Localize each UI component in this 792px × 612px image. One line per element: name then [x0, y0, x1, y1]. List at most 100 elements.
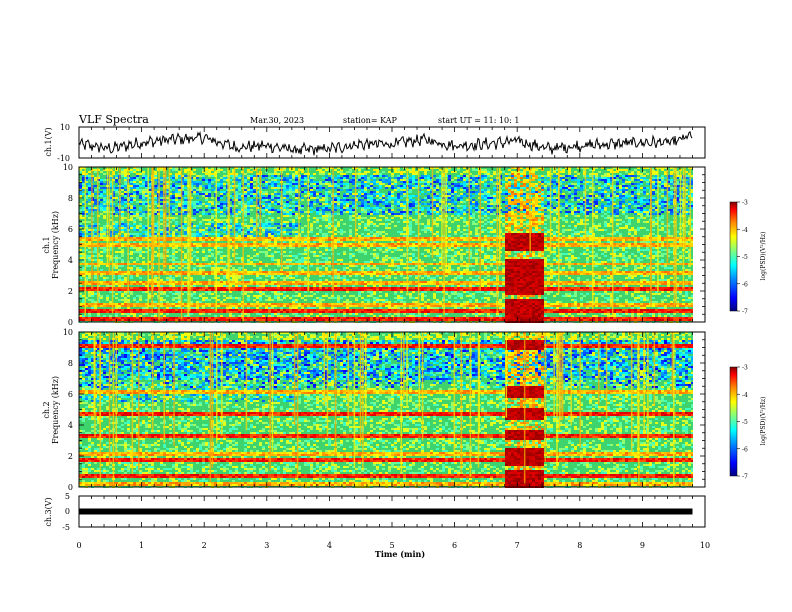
- spectrogram-cell: [451, 239, 454, 241]
- spectrogram-cell: [670, 183, 673, 185]
- spectrogram-cell: [436, 181, 439, 183]
- spectrogram-cell: [457, 183, 460, 185]
- spectrogram-cell: [382, 193, 385, 195]
- spectrogram-cell: [409, 237, 412, 239]
- spectrogram-cell: [535, 203, 538, 205]
- spectrogram-cell: [79, 171, 82, 173]
- spectrogram-cell: [289, 175, 292, 177]
- spectrogram-cell: [424, 177, 427, 179]
- spectrogram-cell: [430, 203, 433, 205]
- spectrogram-cell: [472, 199, 475, 201]
- spectrogram-cell: [532, 185, 535, 187]
- spectrogram-cell: [325, 181, 328, 183]
- spectrogram-cell: [388, 213, 391, 215]
- spectrogram-cell: [415, 181, 418, 183]
- spectrogram-cell: [430, 179, 433, 181]
- spectrogram-cell: [196, 227, 199, 229]
- spectrogram-cell: [412, 201, 415, 203]
- spectrogram-cell: [313, 173, 316, 175]
- spectrogram-cell: [343, 177, 346, 179]
- spectrogram-cell: [607, 187, 610, 189]
- spectrogram-cell: [217, 203, 220, 205]
- spectrogram-cell: [88, 171, 91, 173]
- spectrogram-cell: [574, 171, 577, 173]
- spectrogram-cell: [532, 169, 535, 171]
- spectrogram-cell: [484, 223, 487, 225]
- spectrogram-cell: [88, 191, 91, 193]
- spectrogram-cell: [637, 171, 640, 173]
- spectrogram-cell: [577, 179, 580, 181]
- spectrogram-cell: [415, 185, 418, 187]
- spectrogram-cell: [268, 207, 271, 209]
- spectrogram-cell: [646, 237, 649, 239]
- spectrogram-cell: [451, 221, 454, 223]
- spectrogram-cell: [196, 189, 199, 191]
- spectrogram-cell: [514, 175, 517, 177]
- spectrogram-cell: [466, 183, 469, 185]
- spectrogram-cell: [154, 209, 157, 211]
- spectrogram-cell: [376, 199, 379, 201]
- spectrogram-cell: [211, 189, 214, 191]
- spectrogram-cell: [322, 213, 325, 215]
- spectrogram-cell: [376, 173, 379, 175]
- spectrogram-cell: [688, 183, 691, 185]
- spectrogram-cell: [655, 209, 658, 211]
- spectrogram-cell: [169, 173, 172, 175]
- spectrogram-cell: [514, 193, 517, 195]
- spectrogram-cell: [535, 225, 538, 227]
- spectrogram-cell: [520, 197, 523, 199]
- spectrogram-cell: [85, 231, 88, 233]
- spectrogram-cell: [430, 209, 433, 211]
- spectrogram-cell: [328, 191, 331, 193]
- spectrogram-cell: [454, 213, 457, 215]
- spectrogram-cell: [460, 231, 463, 233]
- spectrogram-cell: [559, 177, 562, 179]
- spectrogram-cell: [376, 213, 379, 215]
- spectrogram-cell: [223, 193, 226, 195]
- spectrogram-cell: [625, 169, 628, 171]
- spectrogram-cell: [193, 201, 196, 203]
- spectrogram-cell: [664, 225, 667, 227]
- spectrogram-cell: [484, 229, 487, 231]
- spectrogram-cell: [661, 179, 664, 181]
- spectrogram-cell: [316, 187, 319, 189]
- spectrogram-cell: [505, 201, 508, 203]
- ch1-waveform-panel: 10 -10 ch.1(V): [44, 123, 706, 163]
- spectrogram-cell: [544, 237, 547, 239]
- spectrogram-cell: [346, 237, 349, 239]
- spectrogram-cell: [166, 235, 169, 237]
- spectrogram-cell: [460, 211, 463, 213]
- spectrogram-cell: [424, 169, 427, 171]
- spectrogram-cell: [613, 175, 616, 177]
- spectrogram-cell: [625, 211, 628, 213]
- spectrogram-cell: [538, 181, 541, 183]
- spectrogram-cell: [526, 193, 529, 195]
- spectrogram-cell: [559, 233, 562, 235]
- spectrogram-cell: [103, 199, 106, 201]
- spectrogram-cell: [310, 231, 313, 233]
- spectrogram-cell: [493, 189, 496, 191]
- spectrogram-cell: [685, 193, 688, 195]
- spectrogram-cell: [466, 189, 469, 191]
- spectrogram-cell: [154, 201, 157, 203]
- spectrogram-cell: [169, 239, 172, 241]
- spectrogram-cell: [403, 237, 406, 239]
- spectrogram-cell: [292, 205, 295, 207]
- spectrogram-cell: [283, 207, 286, 209]
- spectrogram-cell: [367, 213, 370, 215]
- spectrogram-cell: [193, 237, 196, 239]
- spectrogram-cell: [430, 185, 433, 187]
- spectrogram-cell: [685, 201, 688, 203]
- spectrogram-cell: [550, 199, 553, 201]
- spectrogram-cell: [124, 235, 127, 237]
- spectrogram-cell: [661, 241, 664, 243]
- spectrogram-cell: [532, 211, 535, 213]
- spectrogram-cell: [661, 169, 664, 171]
- spectrogram-cell: [538, 211, 541, 213]
- spectrogram-cell: [538, 175, 541, 177]
- spectrogram-cell: [589, 169, 592, 171]
- spectrogram-cell: [148, 183, 151, 185]
- spectrogram-cell: [175, 205, 178, 207]
- spectrogram-cell: [100, 193, 103, 195]
- spectrogram-cell: [133, 181, 136, 183]
